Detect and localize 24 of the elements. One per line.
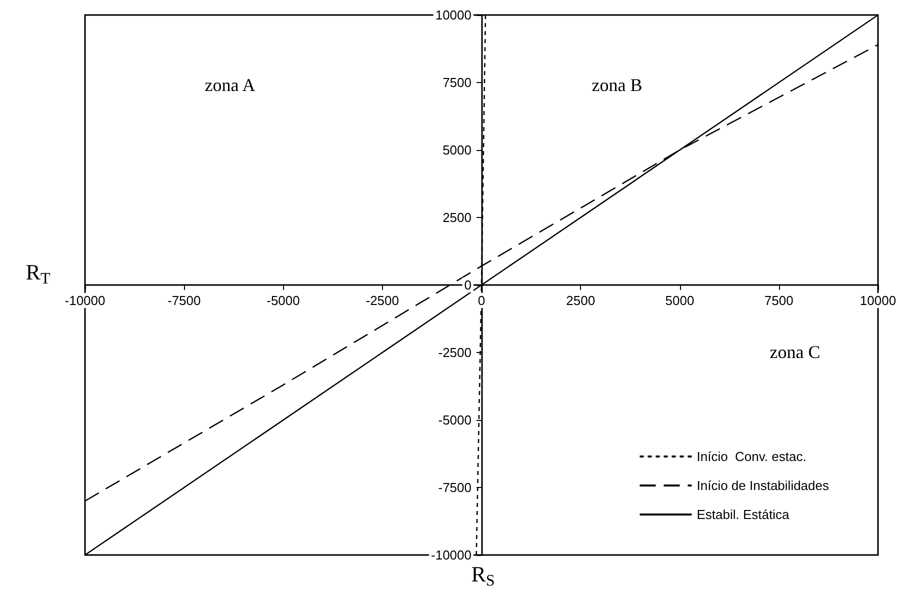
y-tick-label: 5000: [442, 142, 472, 158]
x-tick-label: -7500: [168, 293, 201, 308]
x-tick-label: 7500: [764, 293, 794, 308]
x-tick-label: 10000: [860, 293, 896, 308]
y-tick-label: -5000: [438, 412, 472, 428]
y-tick-label: -2500: [438, 345, 472, 360]
x-tick-label: -5000: [266, 293, 300, 308]
x-tick-label: -2500: [366, 293, 399, 308]
y-tick-label: 2500: [442, 210, 472, 225]
x-tick-label: 5000: [665, 293, 694, 308]
annotation: zona B: [592, 75, 642, 95]
x-tick-label: -10000: [64, 293, 106, 308]
x-tick-label: 2500: [566, 293, 596, 308]
legend-label: Estabil. Estática: [696, 507, 790, 522]
y-tick-label: 10000: [435, 8, 472, 22]
annotation: zona C: [770, 342, 820, 362]
y-tick-label: -10000: [431, 548, 472, 562]
x-tick-label: 0: [478, 293, 486, 308]
y-tick-label: 7500: [442, 75, 472, 90]
legend-label: Início de Instabilidades: [696, 478, 830, 493]
annotation: zona A: [204, 75, 256, 95]
y-tick-label: 0: [464, 278, 472, 292]
y-tick-label: -7500: [438, 480, 472, 495]
legend-label: Início Conv. estac.: [696, 449, 806, 464]
